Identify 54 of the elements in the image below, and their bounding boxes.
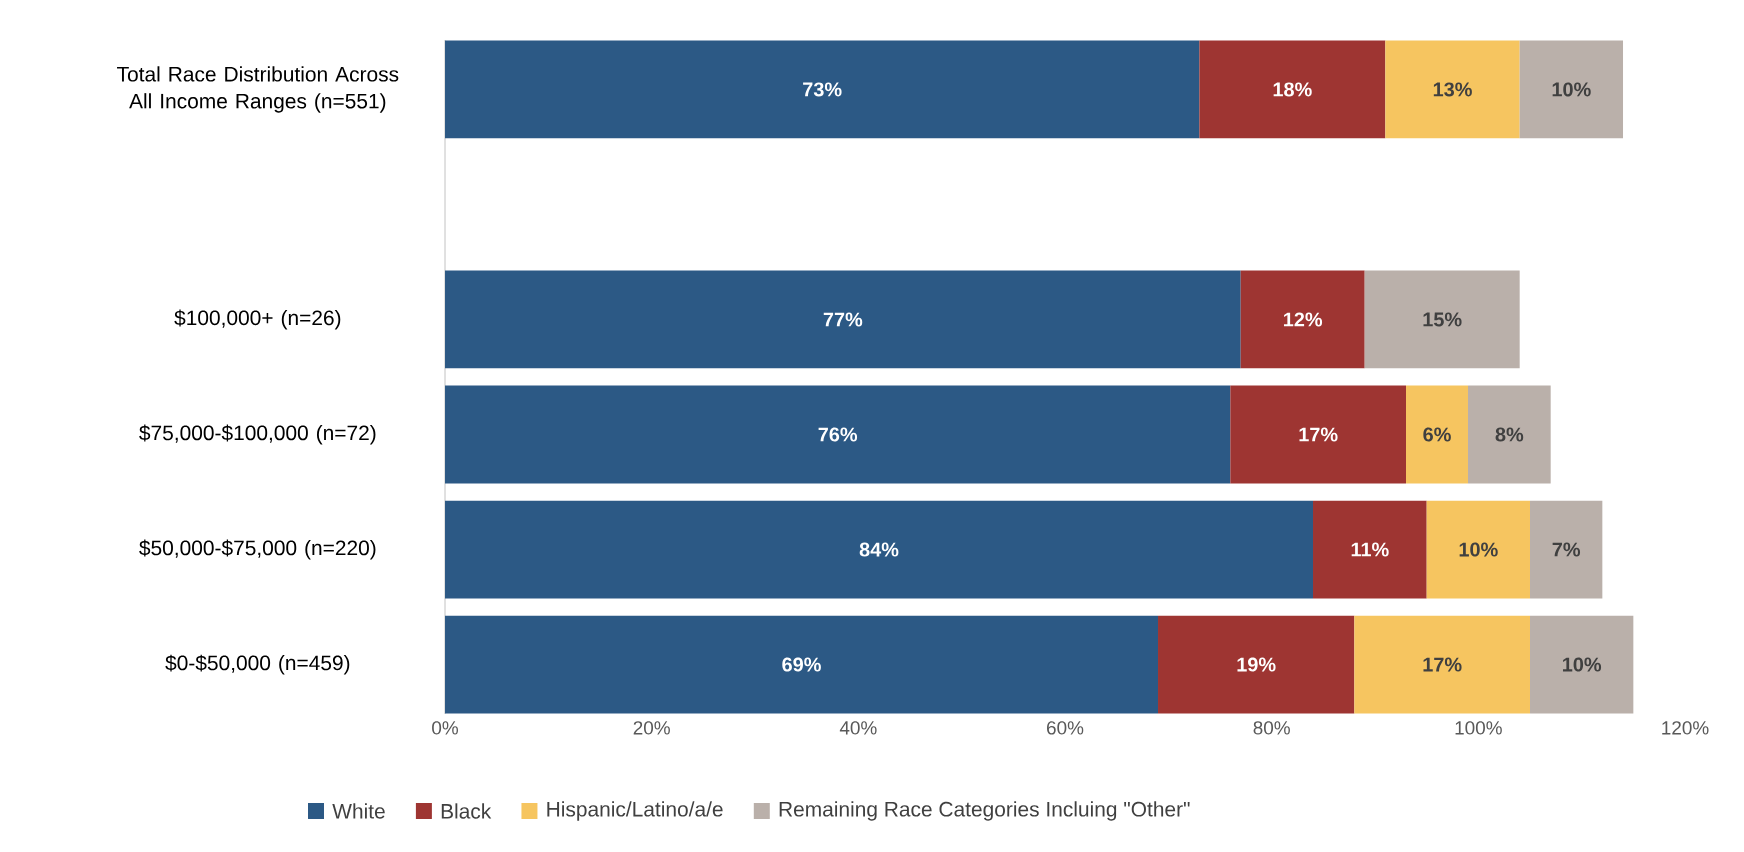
bar: [1364, 270, 1520, 369]
data-label: 10%: [1552, 82, 1591, 97]
data-label: 7%: [1552, 542, 1581, 557]
x-tick-label: 80%: [1253, 721, 1290, 735]
data-label: 10%: [1562, 657, 1602, 672]
data-label: 10%: [1459, 542, 1498, 557]
legend-label: Black: [441, 803, 492, 819]
bar: [1385, 40, 1520, 139]
bar: [1468, 385, 1551, 484]
bar: [445, 270, 1241, 369]
bar: [1426, 500, 1531, 599]
x-tick-label: 20%: [633, 721, 670, 735]
data-label: 11%: [1351, 542, 1389, 557]
data-label: 17%: [1423, 657, 1462, 672]
bar: [445, 500, 1314, 599]
data-label: 19%: [1237, 657, 1276, 672]
bar: [1158, 615, 1355, 714]
x-tick-label: 40%: [839, 721, 877, 735]
bar: [1240, 270, 1365, 369]
bar: [1313, 500, 1427, 599]
y-tick-label: $75,000-$100,000 (n=72): [139, 424, 376, 445]
y-tick-label: $50,000-$75,000 (n=220): [139, 539, 376, 560]
data-label: 15%: [1423, 312, 1462, 327]
y-tick-label: $0-$50,000 (n=459): [165, 654, 350, 675]
bar: [445, 615, 1159, 714]
legend-label: White: [332, 803, 385, 819]
bar: [445, 40, 1200, 139]
data-label: 76%: [818, 427, 858, 442]
x-tick-label: 120%: [1662, 721, 1709, 735]
data-label: 77%: [823, 312, 863, 327]
bar: [1406, 385, 1469, 484]
legend-label: Hispanic/Latino/a/e: [547, 801, 723, 821]
legend-label: Remaining Race Categories Incluing "Other": [779, 801, 1190, 821]
y-tick-label: $100,000+ (n=26): [174, 309, 341, 330]
bar: [445, 385, 1231, 484]
data-label: 17%: [1299, 427, 1338, 442]
bar: [1230, 385, 1407, 484]
bar: [1530, 615, 1634, 714]
bar: [1354, 615, 1531, 714]
x-tick-label: 60%: [1047, 721, 1084, 735]
data-label: 13%: [1433, 82, 1472, 97]
data-label: 6%: [1423, 427, 1451, 442]
data-label: 69%: [782, 657, 821, 672]
bar: [1530, 500, 1603, 599]
data-label: 8%: [1495, 427, 1524, 442]
bar: [1519, 40, 1624, 139]
bar: [1199, 40, 1386, 139]
data-label: 73%: [803, 82, 842, 97]
data-label: 18%: [1273, 82, 1312, 97]
x-tick-label: 100%: [1455, 721, 1502, 735]
x-tick-label: 0%: [432, 721, 459, 735]
data-label: 84%: [859, 542, 899, 557]
data-label: 12%: [1283, 312, 1323, 327]
y-tick-label: Total Race Distribution Across All Income Ranges (n=551): [117, 66, 399, 113]
